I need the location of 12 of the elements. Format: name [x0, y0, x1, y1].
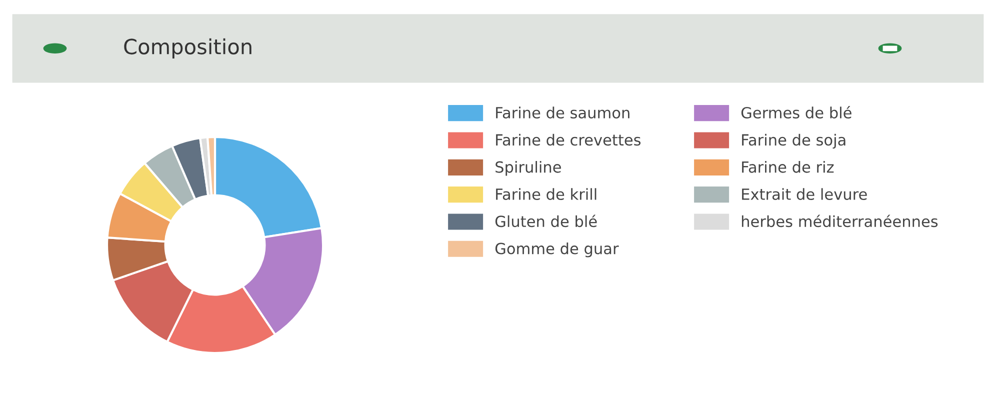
legend-label: Farine de saumon: [496, 106, 630, 118]
legend-label: Gluten de blé: [495, 214, 597, 228]
legend-label: Extrait de levure: [742, 188, 867, 200]
legend-label: Gomme de guar: [495, 242, 619, 258]
legend-label: herbes méditerranéennes: [742, 214, 938, 228]
legend-label: Farine de krill: [496, 188, 596, 200]
chart-title: Composition: [124, 38, 252, 58]
legend-label: Farine de crevettes: [496, 134, 641, 146]
legend-label: Spiruline: [496, 160, 561, 176]
legend-label: Germes de blé: [741, 106, 852, 118]
legend-label: Farine de riz: [742, 160, 834, 173]
legend-label: Farine de soja: [742, 134, 846, 149]
